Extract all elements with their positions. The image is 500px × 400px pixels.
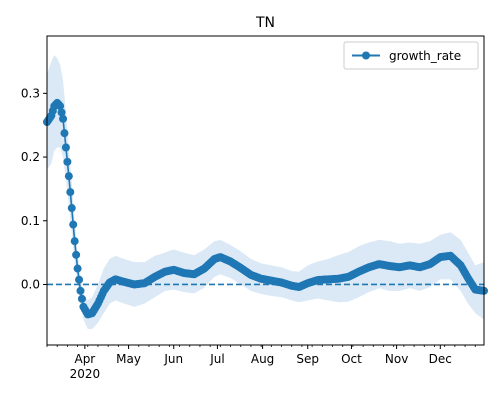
y-tick-label: 0.1 [21,214,40,228]
data-point [76,286,85,295]
data-point [73,264,82,273]
legend-box [343,41,479,70]
data-point [56,102,65,111]
data-point [70,237,79,246]
x-tick-label: Jun [163,352,183,366]
data-point [64,172,73,181]
data-point [61,143,70,152]
y-tick-label: 0.3 [21,86,40,100]
legend-entry-growth-rate: growth_rate [389,49,461,63]
data-point [72,250,81,259]
data-point [66,188,75,197]
x-tick-year-label: 2020 [70,367,101,381]
data-point [59,114,68,123]
data-point [57,108,66,117]
data-point [69,220,78,229]
y-tick-label: 0.0 [21,277,40,291]
x-tick-label: Jul [209,352,224,366]
x-tick-label: Sep [296,352,319,366]
data-point [67,204,76,213]
confidence-band [47,55,484,330]
data-point [60,129,69,138]
data-point [75,275,84,284]
x-tick-label: May [116,352,141,366]
chart-title: TN [255,15,275,31]
x-tick-label: Oct [341,352,362,366]
data-point [77,294,86,303]
data-point [63,157,72,166]
x-tick-label: Dec [429,352,452,366]
y-tick-label: 0.2 [21,150,40,164]
x-tick-label: Nov [385,352,408,366]
legend-marker-swatch [362,51,370,60]
x-tick-label: Apr [74,352,95,366]
plot-frame [46,35,485,346]
legend: growth_rate [343,41,479,70]
x-tick-label: Aug [251,352,274,366]
